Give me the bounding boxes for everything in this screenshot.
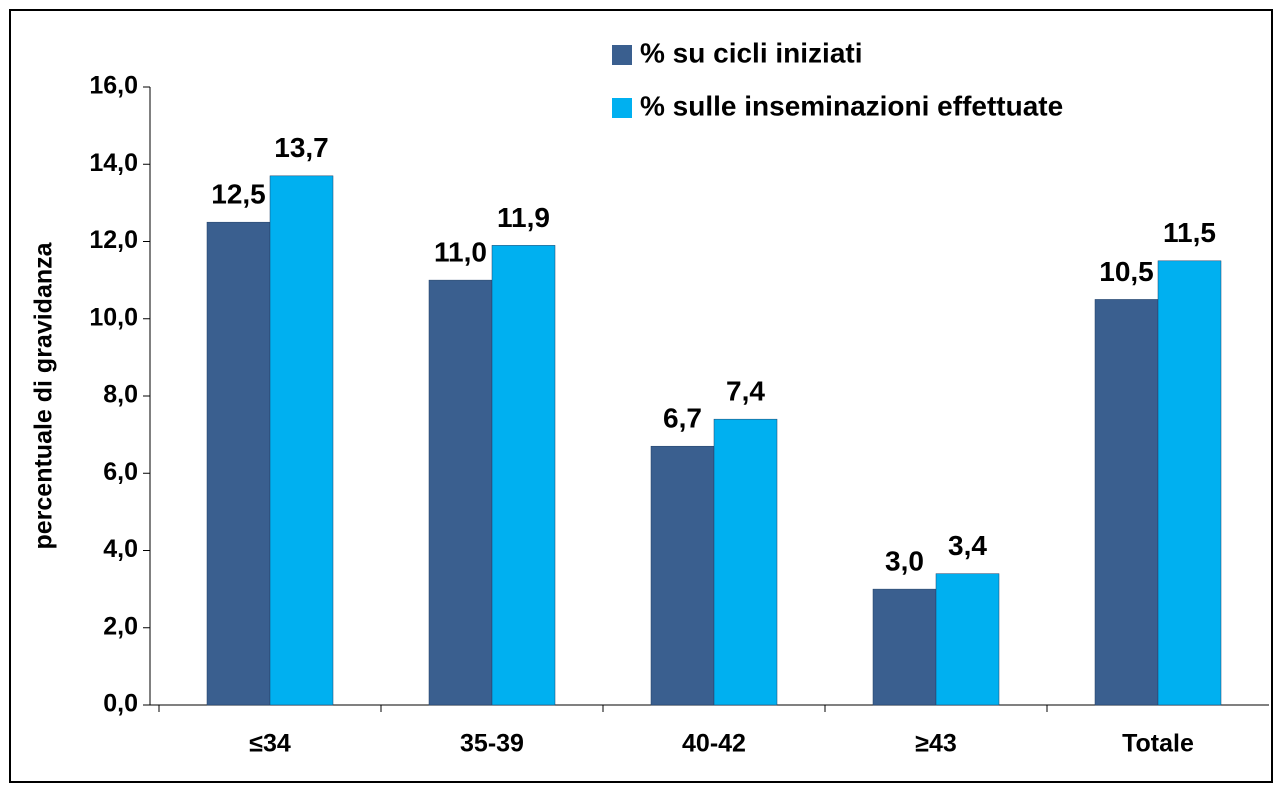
y-tick-label: 8,0 — [103, 381, 138, 409]
legend-label: % su cicli iniziati — [640, 37, 863, 68]
y-tick-label: 6,0 — [103, 458, 138, 486]
x-tick-label: ≥43 — [915, 730, 957, 758]
value-label: 12,5 — [211, 179, 266, 210]
bar — [650, 445, 715, 706]
value-label: 3,0 — [885, 546, 924, 577]
y-tick-label: 2,0 — [103, 612, 138, 640]
value-label: 11,5 — [1163, 217, 1216, 248]
y-tick-label: 16,0 — [89, 72, 138, 100]
bar — [1157, 260, 1222, 706]
x-tick-label: ≤34 — [249, 730, 291, 758]
bar — [713, 418, 778, 706]
y-tick-label: 10,0 — [89, 303, 138, 331]
x-tick-label: Totale — [1122, 730, 1194, 758]
y-tick-label: 14,0 — [89, 149, 138, 177]
y-tick-label: 0,0 — [103, 690, 138, 718]
bar — [428, 279, 493, 706]
legend-swatch — [612, 45, 632, 65]
value-label: 7,4 — [726, 376, 765, 407]
x-tick-label: 35-39 — [460, 730, 524, 758]
bar — [935, 573, 1000, 706]
bar — [206, 221, 271, 706]
legend-swatch — [612, 98, 632, 118]
y-tick-label: 12,0 — [89, 226, 138, 254]
value-label: 6,7 — [663, 403, 702, 434]
value-label: 3,4 — [948, 530, 987, 561]
bar — [1094, 299, 1159, 706]
legend-label: % sulle inseminazioni effettuate — [640, 90, 1063, 121]
y-tick-label: 4,0 — [103, 535, 138, 563]
y-axis-label: percentuale di gravidanza — [30, 241, 58, 549]
chart-frame — [9, 9, 1273, 783]
value-label: 13,7 — [274, 132, 329, 163]
value-label: 11,0 — [434, 237, 487, 268]
bar — [872, 588, 937, 706]
bar — [269, 175, 334, 706]
value-label: 10,5 — [1099, 256, 1154, 287]
bar — [491, 245, 556, 706]
value-label: 11,9 — [497, 202, 550, 233]
x-tick-label: 40-42 — [682, 730, 746, 758]
